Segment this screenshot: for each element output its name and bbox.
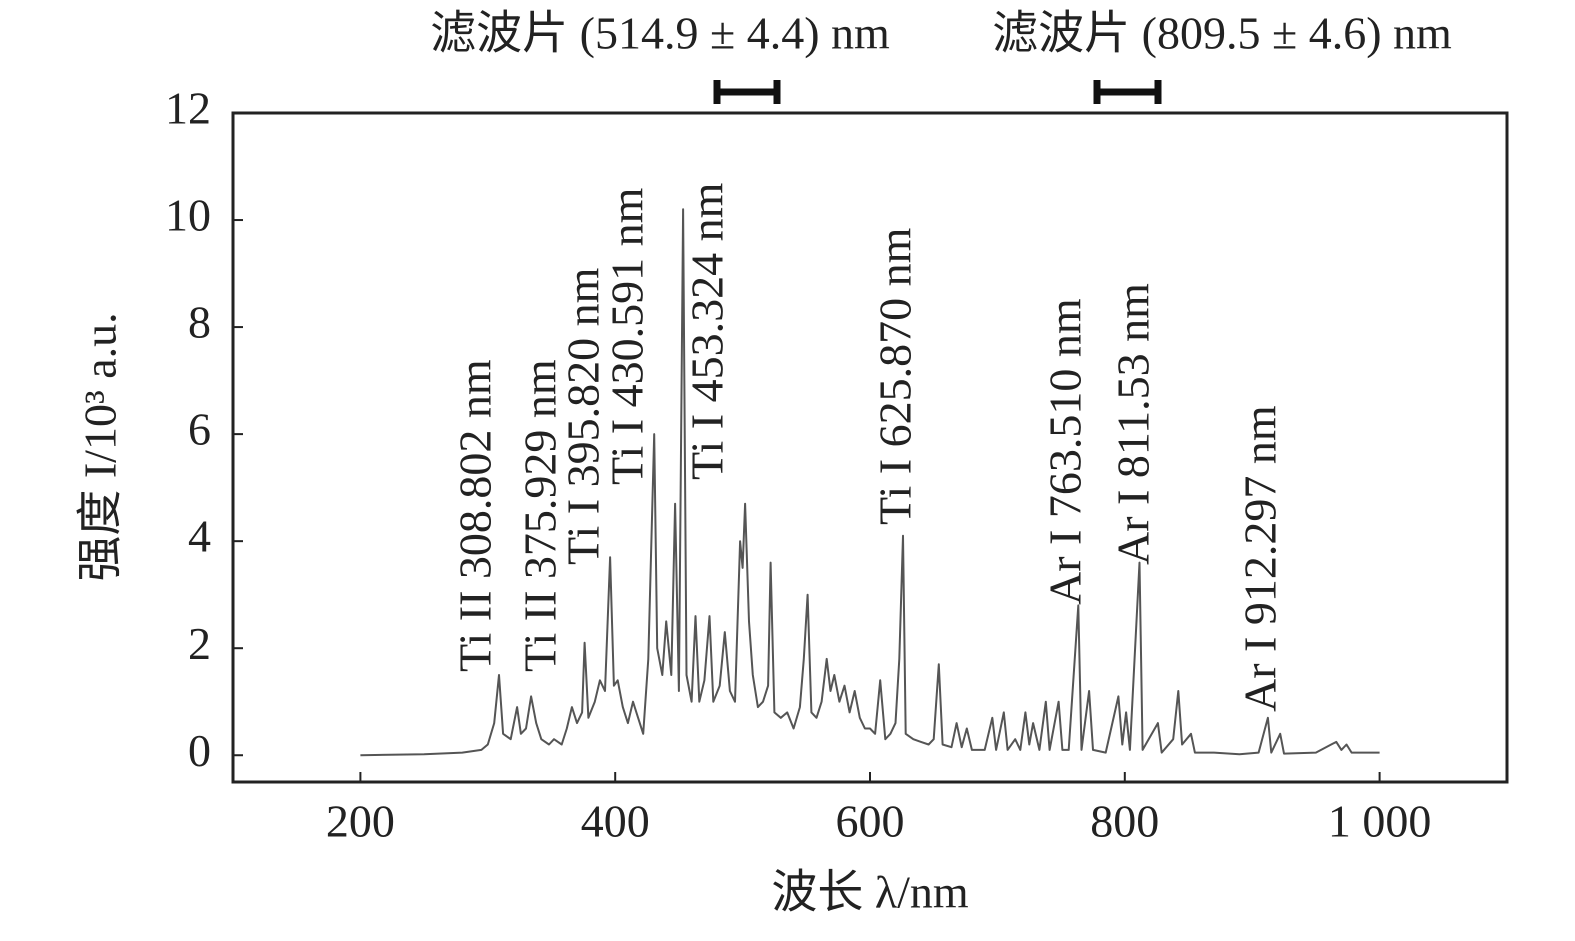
peak-annotation: Ti I 453.324 nm [682,182,733,480]
y-tick-label: 6 [188,404,211,455]
spectrum-line [360,208,1380,757]
x-tick-label: 800 [1090,796,1159,847]
peak-annotation: Ti I 430.591 nm [602,187,653,485]
filter-label: 滤波片 (809.5 ± 4.6) nm [992,8,1452,59]
peak-annotation: Ti II 308.802 nm [450,359,501,672]
peak-annotation: Ti I 395.820 nm [558,267,609,565]
x-axis-label: 波长 λ/nm [771,867,969,918]
x-tick-label: 200 [326,796,395,847]
y-axis-label: 强度 I/10³ a.u. [75,312,126,581]
peak-annotation: Ar I 763.510 nm [1040,298,1091,605]
peak-annotation: Ar I 912.297 nm [1235,405,1286,712]
peak-annotation: Ti II 375.929 nm [515,359,566,672]
filter-bars [713,80,1162,104]
filter-label: 滤波片 (514.9 ± 4.4) nm [430,8,890,59]
y-tick-label: 4 [188,511,211,562]
peak-annotation: Ar I 811.53 nm [1108,283,1159,565]
y-tick-label: 12 [165,83,211,134]
peak-annotation: Ti I 625.870 nm [870,227,921,525]
x-tick-label: 1 000 [1328,796,1432,847]
y-tick-label: 0 [188,725,211,776]
y-tick-label: 8 [188,297,211,348]
y-tick-label: 2 [188,618,211,669]
y-tick-label: 10 [165,190,211,241]
x-tick-label: 400 [581,796,650,847]
x-tick-label: 600 [836,796,905,847]
